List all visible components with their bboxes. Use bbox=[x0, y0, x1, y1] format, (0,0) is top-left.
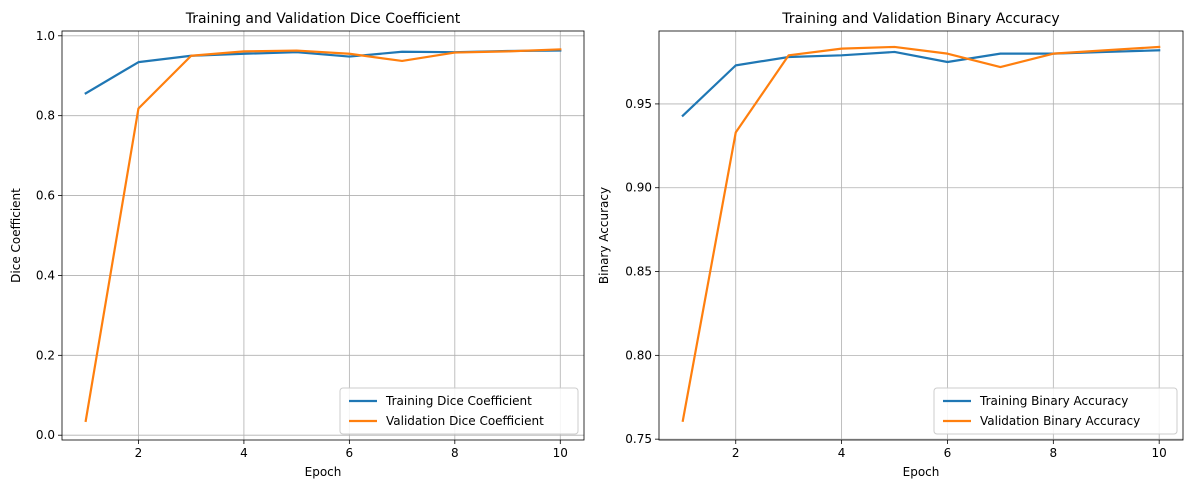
validation-series-line bbox=[681, 45, 1161, 423]
x-tick-label: 8 bbox=[451, 446, 459, 460]
validation-series-line bbox=[84, 48, 562, 423]
y-axis-label: Dice Coefficient bbox=[9, 188, 23, 283]
x-tick-label: 8 bbox=[1050, 446, 1058, 460]
x-axis-label: Epoch bbox=[903, 465, 940, 479]
legend-entry: Validation Binary Accuracy bbox=[980, 414, 1140, 428]
dice-chart-title: Training and Validation Dice Coefficient bbox=[185, 11, 461, 27]
x-tick-label: 4 bbox=[240, 446, 248, 460]
y-tick-label: 0.8 bbox=[36, 109, 55, 123]
x-tick-label: 2 bbox=[732, 446, 740, 460]
legend: Training Binary Accuracy Validation Binar… bbox=[933, 387, 1178, 435]
y-tick-label: 0.85 bbox=[625, 265, 652, 279]
y-tick-label: 0.0 bbox=[36, 428, 55, 442]
x-tick-label: 6 bbox=[944, 446, 952, 460]
accuracy-chart: 2 4 6 8 10 0.75 0.80 0.85 0.90 0.95 Training and V… bbox=[597, 11, 1184, 479]
accuracy-chart-title: Training and Validation Binary Accuracy bbox=[781, 11, 1059, 27]
legend-entry: Validation Dice Coefficient bbox=[386, 414, 544, 428]
legend-entry: Training Binary Accuracy bbox=[979, 394, 1128, 408]
y-tick-label: 0.2 bbox=[36, 348, 55, 362]
x-tick-label: 6 bbox=[346, 446, 354, 460]
y-tick-label: 1.0 bbox=[36, 29, 55, 43]
y-tick-label: 0.6 bbox=[36, 189, 55, 203]
legend-box bbox=[339, 387, 579, 435]
y-axis-label: Binary Accuracy bbox=[597, 187, 611, 284]
y-tick-label: 0.95 bbox=[625, 97, 652, 111]
y-tick-label: 0.4 bbox=[36, 268, 55, 282]
plot-frame bbox=[658, 30, 1184, 441]
legend-box bbox=[933, 387, 1178, 435]
x-axis-label: Epoch bbox=[305, 465, 342, 479]
plot-frame bbox=[61, 30, 585, 441]
x-tick-label: 10 bbox=[553, 446, 568, 460]
y-tick-label: 0.75 bbox=[625, 432, 652, 446]
x-tick-label: 4 bbox=[838, 446, 846, 460]
x-tick-label: 2 bbox=[135, 446, 143, 460]
x-tick-label: 10 bbox=[1152, 446, 1167, 460]
training-series-line bbox=[84, 49, 562, 95]
legend: Training Dice Coefficient Validation Dice… bbox=[339, 387, 579, 435]
y-tick-label: 0.90 bbox=[625, 181, 652, 195]
y-tick-label: 0.80 bbox=[625, 348, 652, 362]
legend-entry: Training Dice Coefficient bbox=[385, 394, 532, 408]
dice-chart: 2 4 6 8 10 0.0 0.2 0.4 0.6 0.8 1.0 Training and Val… bbox=[9, 11, 585, 479]
